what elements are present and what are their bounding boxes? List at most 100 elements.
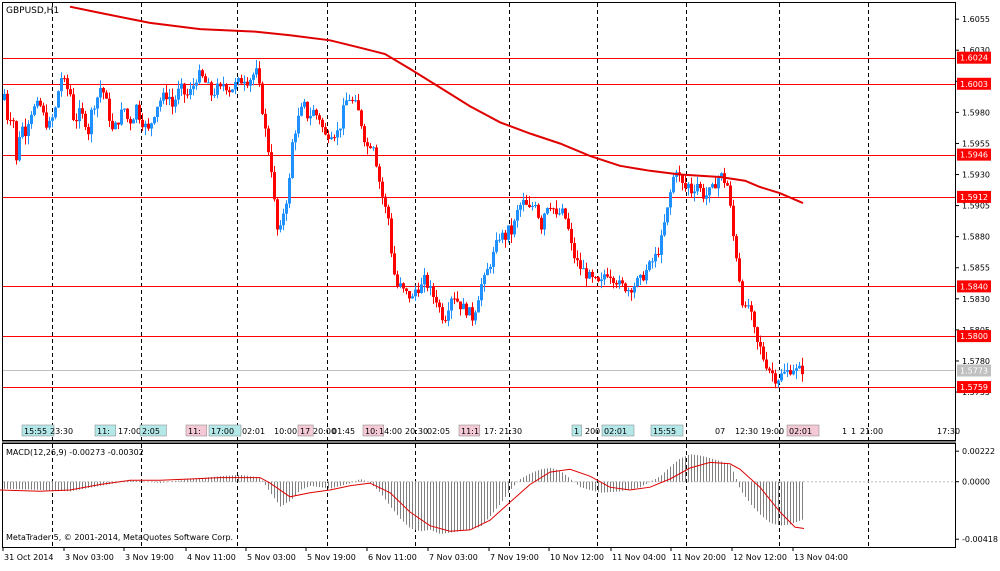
candle-body <box>615 282 618 285</box>
candle-body <box>801 365 804 375</box>
candle-body <box>471 307 474 321</box>
candle-body <box>639 274 642 278</box>
candle-body <box>18 137 21 161</box>
time-tick-label: 5 Nov 19:00 <box>307 553 356 562</box>
candle-body <box>711 184 714 188</box>
candle-body <box>78 108 81 122</box>
candle-body <box>303 101 306 107</box>
candle-body <box>489 266 492 269</box>
candle-body <box>720 173 723 178</box>
time-tag: 02:05 <box>427 427 450 436</box>
candle-body <box>579 260 582 269</box>
candle-body <box>486 268 489 276</box>
price-tick-label: 1.5830 <box>962 295 990 304</box>
candle-body <box>264 113 267 129</box>
candle-body <box>774 373 777 384</box>
time-tag-box <box>458 424 481 437</box>
candle-body <box>561 208 564 214</box>
candle-body <box>738 258 741 282</box>
candle-body <box>363 126 366 143</box>
candle-body <box>630 290 633 293</box>
candle-body <box>789 370 792 375</box>
candle-body <box>318 115 321 120</box>
level-price-label: 1.6024 <box>960 54 988 63</box>
candle-body <box>627 290 630 292</box>
candle-body <box>351 99 354 101</box>
candle-body <box>642 274 645 281</box>
candle-body <box>153 117 156 124</box>
time-tag-box <box>185 424 208 437</box>
candle-body <box>585 268 588 279</box>
level-price-label: 1.5946 <box>960 151 988 160</box>
candle-body <box>177 88 180 100</box>
candle-body <box>555 208 558 215</box>
price-tick-label: 1.5855 <box>962 264 990 273</box>
candle-body <box>96 97 99 109</box>
candle-body <box>708 187 711 196</box>
time-tick-label: 5 Nov 03:00 <box>247 553 296 562</box>
candle-body <box>270 152 273 173</box>
candle-body <box>618 280 621 285</box>
candle-body <box>42 105 45 113</box>
candle-body <box>279 225 282 230</box>
candle-body <box>234 82 237 90</box>
time-tags: 15:55 23:30 11: 17:00 2:05 11: 17:00 02:01 10:00… <box>21 424 960 437</box>
candle-body <box>282 213 285 226</box>
time-tag: 2:05 <box>142 427 160 436</box>
candle-body <box>195 82 198 86</box>
time-tag: 02:01 <box>789 427 812 436</box>
candle-body <box>237 78 240 83</box>
candle-body <box>243 81 246 84</box>
candle-body <box>741 281 744 306</box>
time-tick-label: 11 Nov 20:00 <box>672 553 726 562</box>
time-tick-label: 7 Nov 19:00 <box>490 553 539 562</box>
candle-body <box>117 122 120 125</box>
candle-body <box>81 108 84 114</box>
price-tick-label: 1.5905 <box>962 202 990 211</box>
candle-body <box>705 195 708 199</box>
candle-body <box>9 119 12 121</box>
time-tick-label: 3 Nov 03:00 <box>65 553 114 562</box>
candle-body <box>261 83 264 114</box>
copyright-text: MetaTrader 5, © 2001-2014, MetaQuotes So… <box>6 533 233 542</box>
candle-body <box>543 213 546 230</box>
candle-body <box>120 109 123 125</box>
candle-body <box>426 274 429 288</box>
candle-body <box>582 268 585 270</box>
level-price-box <box>957 381 991 394</box>
candle-body <box>330 137 333 140</box>
candle-body <box>576 258 579 261</box>
candle-body <box>144 123 147 128</box>
price-tick-label: 1.5880 <box>962 233 990 242</box>
candle-body <box>621 280 624 284</box>
candle-body <box>222 84 225 87</box>
candle-body <box>297 115 300 134</box>
candle-body <box>609 276 612 279</box>
candle-body <box>54 107 57 118</box>
candle-body <box>498 239 501 241</box>
price-tick-label: 1.5955 <box>962 139 990 148</box>
candle-body <box>771 370 774 374</box>
candle-body <box>732 205 735 237</box>
candle-body <box>129 119 132 124</box>
level-price-box <box>957 148 991 161</box>
candle-body <box>135 104 138 120</box>
candle-body <box>411 296 414 299</box>
candle-body <box>30 114 33 125</box>
candle-body <box>402 283 405 289</box>
candle-body <box>225 84 228 91</box>
time-tick-label: 31 Oct 2014 <box>4 553 53 562</box>
level-price-label: 1.5800 <box>960 332 988 341</box>
candle-body <box>600 279 603 282</box>
candle-body <box>681 175 684 183</box>
candle-body <box>315 109 318 116</box>
time-axis: 31 Oct 2014 3 Nov 03:00 3 Nov 19:00 4 Nov 1… <box>2 547 848 562</box>
candle-body <box>765 359 768 369</box>
candle-body <box>51 117 54 121</box>
time-tag: 15:55 <box>24 427 47 436</box>
time-tag: 14:00 <box>379 427 402 436</box>
candle-body <box>492 251 495 267</box>
candle-body <box>663 222 666 236</box>
macd-panel-frame <box>2 443 956 548</box>
